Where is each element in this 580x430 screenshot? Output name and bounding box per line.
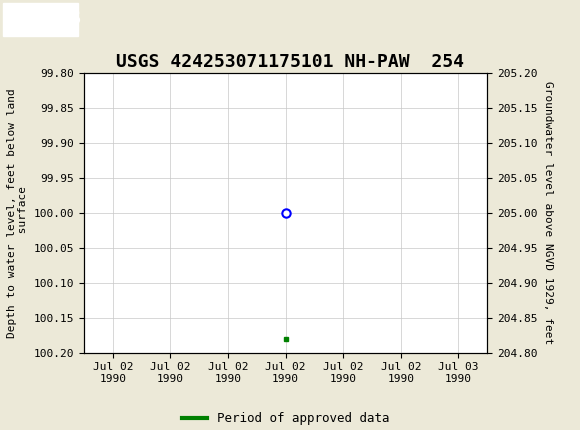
Y-axis label: Depth to water level, feet below land
 surface: Depth to water level, feet below land su… <box>7 88 28 338</box>
Bar <box>3 3 78 36</box>
Y-axis label: Groundwater level above NGVD 1929, feet: Groundwater level above NGVD 1929, feet <box>543 81 553 344</box>
Text: USGS: USGS <box>6 10 53 29</box>
Text: USGS 424253071175101 NH-PAW  254: USGS 424253071175101 NH-PAW 254 <box>116 53 464 71</box>
Text: ≡USGS: ≡USGS <box>12 10 82 28</box>
Text: ≡: ≡ <box>5 10 14 28</box>
Legend: Period of approved data: Period of approved data <box>177 407 394 430</box>
